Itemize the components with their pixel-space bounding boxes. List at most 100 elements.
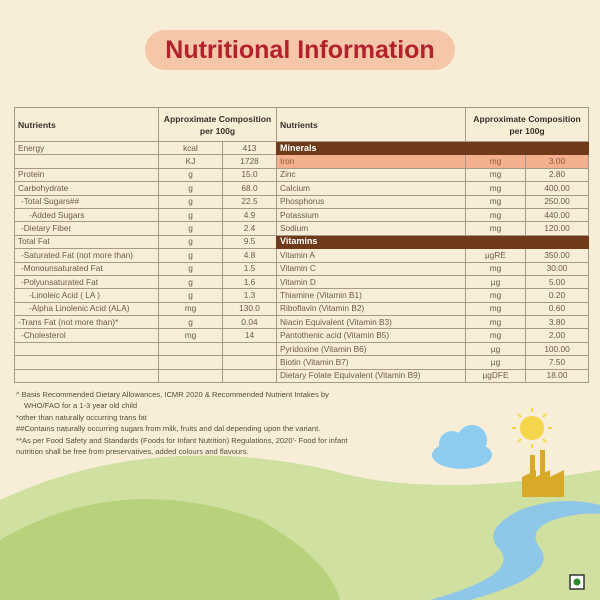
nutrient-value: 120.00 bbox=[524, 221, 590, 236]
nutrient-name: Dietary Folate Equivalent (Vitamin B9) bbox=[276, 368, 466, 384]
table-row: Iron mg 3.00 bbox=[276, 154, 590, 169]
nutrient-unit: mg bbox=[158, 301, 223, 317]
nutrient-value: 4.8 bbox=[221, 248, 278, 263]
nutrient-unit: KJ bbox=[158, 154, 223, 169]
nutrient-unit: µgDFE bbox=[465, 368, 526, 384]
nutrient-name bbox=[14, 341, 159, 357]
table-row: Thiamine (Vitamin B1) mg 0.20 bbox=[276, 288, 590, 303]
table-row: Biotin (Vitamin B7) µg 7.50 bbox=[276, 355, 590, 370]
factory-icon bbox=[522, 450, 564, 497]
table-row: -Trans Fat (not more than)* g 0.04 bbox=[14, 315, 278, 330]
nutrient-unit: mg bbox=[465, 328, 526, 343]
table-row: -Cholesterol mg 14 bbox=[14, 328, 278, 343]
nutrient-value: 0.04 bbox=[221, 315, 278, 330]
nutrient-name: -Monounsaturated Fat bbox=[14, 261, 159, 276]
nutrient-unit: g bbox=[158, 221, 223, 236]
table-row bbox=[14, 368, 278, 384]
table-row: Pyridoxine (Vitamin B6) µg 100.00 bbox=[276, 341, 590, 357]
nutrient-name: -Trans Fat (not more than)* bbox=[14, 315, 159, 330]
table-row bbox=[14, 355, 278, 370]
nutrient-unit: g bbox=[158, 248, 223, 263]
nutrient-name: Niacin Equivalent (Vitamin B3) bbox=[276, 315, 466, 330]
nutrient-unit: mg bbox=[465, 221, 526, 236]
veg-mark-icon bbox=[569, 574, 585, 590]
nutrient-unit: mg bbox=[465, 167, 526, 183]
nutrient-unit: mg bbox=[465, 315, 526, 330]
nutrient-name: Protein bbox=[14, 167, 159, 183]
nutrient-value: 0.20 bbox=[524, 288, 590, 303]
nutrient-name: Zinc bbox=[276, 167, 466, 183]
sun-icon bbox=[512, 408, 552, 448]
nutrient-unit: mg bbox=[465, 154, 526, 169]
table-row: Energy kcal 413 bbox=[14, 140, 278, 156]
nutrient-name: Pyridoxine (Vitamin B6) bbox=[276, 341, 466, 357]
river bbox=[430, 501, 600, 600]
nutrient-unit: mg bbox=[465, 288, 526, 303]
table-row: -Alpha Linolenic Acid (ALA) mg 130.0 bbox=[14, 301, 278, 317]
nutrient-name: Riboflavin (Vitamin B2) bbox=[276, 301, 466, 317]
nutrient-name: Sodium bbox=[276, 221, 466, 236]
nutrients-header: Nutrients bbox=[276, 107, 466, 142]
nutrient-unit: µg bbox=[465, 274, 526, 290]
nutrient-value: 100.00 bbox=[524, 341, 590, 357]
nutrient-name: Iron bbox=[276, 154, 466, 169]
nutrient-unit: g bbox=[158, 315, 223, 330]
table-row: -Monounsaturated Fat g 1.5 bbox=[14, 261, 278, 276]
nutrient-name: Calcium bbox=[276, 181, 466, 196]
nutrient-value: 2.4 bbox=[221, 221, 278, 236]
nutrient-unit: g bbox=[158, 288, 223, 303]
nutrient-unit: g bbox=[158, 207, 223, 223]
nutrient-value: 5.00 bbox=[524, 274, 590, 290]
page-title: Nutritional Information bbox=[145, 30, 455, 70]
nutrient-name: -Dietary Fiber bbox=[14, 221, 159, 236]
nutrient-name: Biotin (Vitamin B7) bbox=[276, 355, 466, 370]
nutrient-value: 14 bbox=[221, 328, 278, 343]
nutrient-unit: mg bbox=[465, 181, 526, 196]
nutrient-name: Phosphorus bbox=[276, 194, 466, 209]
table-row: -Dietary Fiber g 2.4 bbox=[14, 221, 278, 236]
nutrient-unit: µgRE bbox=[465, 248, 526, 263]
nutrient-unit bbox=[158, 341, 223, 357]
nutrient-unit: g bbox=[158, 274, 223, 290]
composition-header: Approximate Composition per 100g bbox=[464, 107, 590, 142]
footnote: **As per Food Safety and Standards (Food… bbox=[16, 435, 348, 445]
nutrient-name: -Added Sugars bbox=[14, 207, 159, 223]
table-row: KJ 1728 bbox=[14, 154, 278, 169]
nutrient-unit: g bbox=[158, 167, 223, 183]
table-row: Potassium mg 440.00 bbox=[276, 207, 590, 223]
nutrient-unit: g bbox=[158, 194, 223, 209]
table-row: -Saturated Fat (not more than) g 4.8 bbox=[14, 248, 278, 263]
nutrient-unit: mg bbox=[465, 261, 526, 276]
nutrient-unit: g bbox=[158, 261, 223, 276]
nutrient-value: 1728 bbox=[221, 154, 278, 169]
section-header: Vitamins bbox=[275, 234, 590, 250]
table-row: -Added Sugars g 4.9 bbox=[14, 207, 278, 223]
nutrient-unit: µg bbox=[465, 355, 526, 370]
nutrient-value: 130.0 bbox=[221, 301, 278, 317]
nutrient-name: Total Fat bbox=[14, 234, 159, 250]
nutrient-value: 15.0 bbox=[221, 167, 278, 183]
nutrient-name: Potassium bbox=[276, 207, 466, 223]
nutrient-value: 68.0 bbox=[221, 181, 278, 196]
footnote: nutrition shall be free from preservativ… bbox=[16, 447, 249, 457]
nutrient-value: 3.80 bbox=[524, 315, 590, 330]
nutrient-unit: µg bbox=[465, 341, 526, 357]
nutrient-value: 7.50 bbox=[524, 355, 590, 370]
nutrient-value: 1.6 bbox=[221, 274, 278, 290]
table-row: Zinc mg 2.80 bbox=[276, 167, 590, 183]
section-title: Minerals bbox=[275, 140, 590, 156]
nutrient-name: Pantothenic acid (Vitamin B5) bbox=[276, 328, 466, 343]
nutrient-value: 18.00 bbox=[524, 368, 590, 384]
nutrient-value: 440.00 bbox=[524, 207, 590, 223]
nutrient-value: 1.5 bbox=[221, 261, 278, 276]
table-row: Carbohydrate g 68.0 bbox=[14, 181, 278, 196]
table-row: -Linoleic Acid ( LA ) g 1.3 bbox=[14, 288, 278, 303]
table-row: -Polyunsaturated Fat g 1.6 bbox=[14, 274, 278, 290]
footnote: ##Contains naturally occurring sugars fr… bbox=[16, 424, 321, 434]
footnote: ^ Basis Recommended Dietary Allowances, … bbox=[16, 390, 329, 399]
nutrient-value bbox=[221, 368, 278, 384]
nutrient-value: 250.00 bbox=[524, 194, 590, 209]
